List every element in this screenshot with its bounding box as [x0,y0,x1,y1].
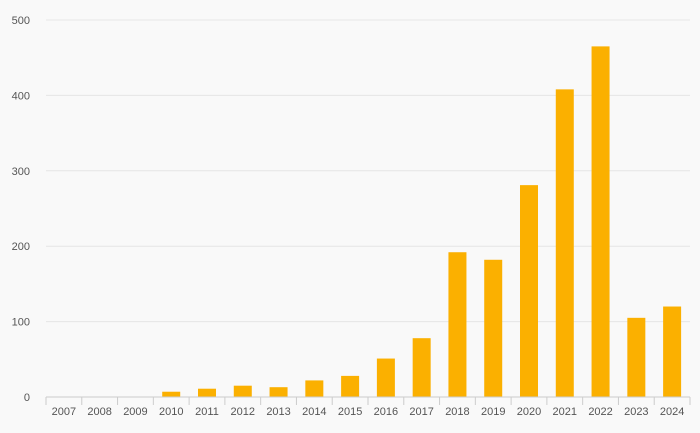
y-tick-label: 0 [24,392,30,404]
bar-2024 [663,306,682,397]
bar-2011 [198,388,216,397]
bar-2018 [448,252,467,397]
bar-2022 [591,46,610,397]
x-tick-label: 2024 [660,406,684,418]
bar-2020 [520,185,538,397]
y-tick-label: 200 [12,241,30,253]
x-tick-label: 2021 [553,406,577,418]
x-tick-label: 2019 [481,406,505,418]
bar-2012 [233,385,252,397]
x-tick-label: 2008 [87,406,111,418]
y-tick-label: 400 [12,90,30,102]
x-tick-label: 2016 [374,406,398,418]
bar-2017 [412,338,431,397]
y-tick-label: 500 [12,15,30,27]
bar-2014 [305,380,324,397]
y-tick-labels: 0 100 200 300 400 500 [12,15,30,404]
x-tick-label: 2015 [338,406,362,418]
bars [162,46,682,398]
x-tick-label: 2018 [445,406,469,418]
bar-2023 [627,317,646,397]
x-tick-labels: 2007 2008 2009 2010 2011 2012 2013 2014 2015 2016… [52,406,685,418]
bar-2019 [484,259,503,397]
x-tick-label: 2011 [195,406,219,418]
bar-2015 [341,375,360,397]
bar-2021 [555,89,574,398]
bar-2013 [269,387,288,397]
x-tick-label: 2010 [159,406,183,418]
x-tick-label: 2022 [588,406,612,418]
x-tick-label: 2020 [517,406,541,418]
x-tick-label: 2009 [123,406,147,418]
axes [45,396,691,405]
x-tick-label: 2023 [624,406,648,418]
y-tick-label: 300 [12,166,30,178]
bar-2016 [376,358,395,397]
x-tick-label: 2017 [409,406,433,418]
bar-2010 [162,391,181,397]
x-tick-label: 2012 [231,406,255,418]
gridlines [46,19,690,323]
x-tick-label: 2007 [52,406,76,418]
y-tick-label: 100 [12,317,30,329]
x-tick-label: 2013 [266,406,290,418]
x-tick-label: 2014 [302,406,326,418]
